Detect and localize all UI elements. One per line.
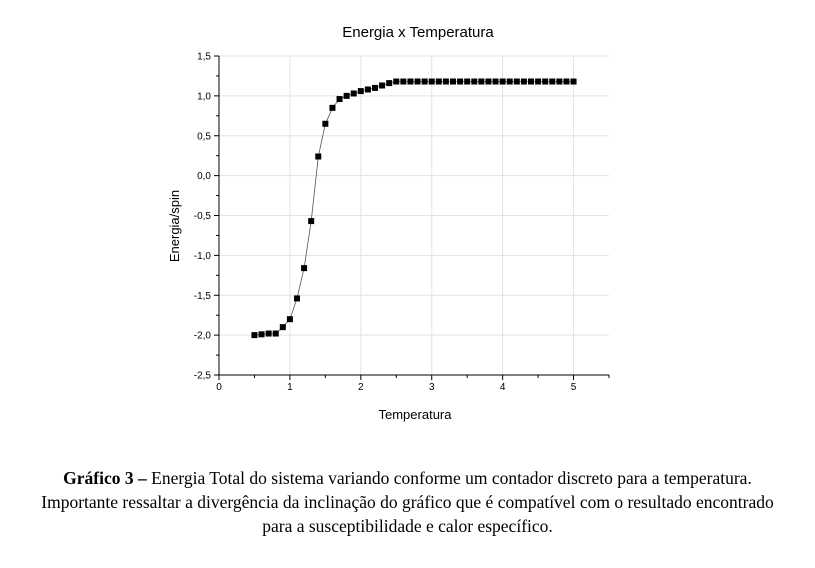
data-point <box>407 78 414 85</box>
data-point <box>528 78 534 85</box>
x-tick-label: 1 <box>287 382 293 393</box>
y-tick-label: -1,5 <box>194 291 212 302</box>
data-point <box>513 78 520 85</box>
data-point <box>258 331 265 338</box>
data-point <box>457 78 464 85</box>
y-tick-label: -2,5 <box>194 371 212 382</box>
x-tick-label: 5 <box>571 382 577 393</box>
data-point <box>329 104 336 111</box>
data-point <box>570 78 577 85</box>
grid-lines <box>219 55 609 375</box>
data-point <box>372 84 378 91</box>
data-point <box>265 330 272 337</box>
data-point <box>308 218 315 225</box>
figure-caption: Gráfico 3 – Energia Total do sistema var… <box>30 466 785 538</box>
data-point <box>279 324 286 331</box>
data-point <box>400 78 407 85</box>
caption-text: Energia Total do sistema variando confor… <box>41 468 774 536</box>
data-point <box>350 90 357 97</box>
x-tick-label: 4 <box>500 382 506 393</box>
data-point <box>414 78 421 85</box>
data-point <box>286 316 293 323</box>
axes <box>214 55 610 380</box>
data-point <box>428 78 435 85</box>
data-point <box>294 295 300 302</box>
chart-title: Energia x Temperatura <box>342 24 494 41</box>
data-point <box>315 153 322 160</box>
data-point <box>421 78 428 85</box>
data-point <box>485 78 492 85</box>
data-point <box>520 78 527 85</box>
x-tick-label: 0 <box>216 382 222 393</box>
data-point <box>499 78 506 85</box>
data-point <box>442 78 449 85</box>
x-tick-label: 2 <box>358 382 364 393</box>
data-point <box>535 78 542 85</box>
y-axis-label: Energia/spin <box>167 190 182 262</box>
data-point <box>393 78 400 85</box>
data-point <box>450 78 456 85</box>
data-point <box>357 88 364 95</box>
data-point <box>471 78 478 85</box>
data-point <box>379 82 386 89</box>
data-point <box>322 120 329 127</box>
data-point <box>386 80 393 87</box>
data-point <box>251 332 258 339</box>
data-point <box>478 78 485 85</box>
y-tick-label: 1,0 <box>197 91 211 102</box>
data-point <box>556 78 563 85</box>
energy-temperature-chart: Energia x Temperatura 0 1 2 3 4 5 -2,5 -2,0 -1,5… <box>167 24 610 422</box>
x-axis-label: Temperatura <box>379 407 453 422</box>
data-point <box>549 78 556 85</box>
data-point <box>301 265 308 272</box>
y-tick-label: 0,5 <box>197 131 211 142</box>
data-point <box>364 86 371 93</box>
data-point <box>343 92 350 99</box>
y-tick-label: -0,5 <box>194 211 212 222</box>
caption-label: Gráfico 3 – <box>63 468 147 488</box>
tick-labels: 0 1 2 3 4 5 -2,5 -2,0 -1,5 -1,0 -0,5 0,0 0,5 1,0 1,5 <box>194 52 577 394</box>
data-point <box>492 78 499 85</box>
data-points <box>251 78 577 339</box>
y-tick-label: 1,5 <box>197 52 211 63</box>
data-point <box>563 78 570 85</box>
data-point <box>435 78 442 85</box>
x-tick-label: 3 <box>429 382 435 393</box>
y-tick-label: -2,0 <box>194 331 212 342</box>
data-point <box>506 78 513 85</box>
data-point <box>464 78 471 85</box>
series-line <box>254 81 574 336</box>
data-point <box>336 96 343 103</box>
y-tick-label: -1,0 <box>194 251 212 262</box>
data-point <box>272 330 279 337</box>
data-point <box>542 78 549 85</box>
y-tick-label: 0,0 <box>197 171 211 182</box>
